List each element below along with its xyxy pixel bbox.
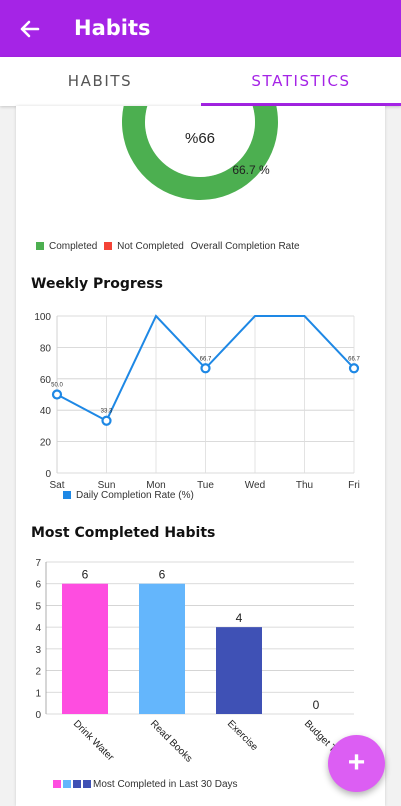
- line-point-label: 50.0: [51, 383, 63, 389]
- bar-y-tick-label: 7: [35, 558, 41, 569]
- legend-most-completed: Most Completed in Last 30 Days: [93, 779, 238, 790]
- donut-hole: [159, 106, 241, 163]
- add-habit-button[interactable]: +: [328, 735, 385, 792]
- line-x-tick-label: Fri: [348, 480, 360, 491]
- legend-swatch-habit: [83, 780, 91, 788]
- bar: [139, 583, 185, 714]
- legend-swatch-habit: [63, 780, 71, 788]
- legend-completed: Completed: [49, 241, 98, 252]
- bar-y-tick-label: 3: [35, 645, 41, 656]
- weekly-progress-chart: 0 20 40 60 80 100 Sat Sun Mon Tue Wed Thu Fri 50.0 3…: [34, 312, 360, 491]
- tab-habits[interactable]: HABITS: [67, 72, 133, 90]
- app-bar: Habits: [0, 0, 401, 57]
- weekly-progress-title: Weekly Progress: [31, 276, 163, 292]
- donut-slice-label: 66.7 %: [232, 163, 270, 177]
- line-x-tick-label: Sat: [49, 480, 64, 491]
- line-x-tick-label: Thu: [296, 480, 313, 491]
- legend-swatch-not-completed: [104, 242, 113, 250]
- line-point: [200, 363, 211, 374]
- bar: [216, 627, 262, 714]
- line-x-tick-label: Mon: [146, 480, 165, 491]
- line-x-tick-label: Wed: [245, 480, 265, 491]
- line-y-tick-label: 40: [40, 406, 52, 417]
- weekly-legend: Daily Completion Rate (%): [63, 490, 194, 501]
- line-y-tick-label: 0: [45, 469, 51, 480]
- most-completed-chart: 0 1 2 3 4 5 6 7 6 6 4 0 Drink Water Read Books Exerc…: [35, 558, 354, 765]
- tab-statistics[interactable]: STATISTICS: [251, 72, 351, 90]
- bar-y-tick-label: 6: [35, 580, 41, 591]
- back-arrow-icon[interactable]: [14, 14, 44, 44]
- donut-legend: Completed Not Completed Overall Completi…: [36, 241, 300, 252]
- line-point-label: 66.7: [348, 356, 360, 362]
- habits-legend: Most Completed in Last 30 Days: [53, 779, 238, 790]
- bar-value-label: 0: [313, 698, 320, 712]
- legend-daily-rate: Daily Completion Rate (%): [76, 490, 194, 501]
- line-point: [348, 363, 360, 374]
- line-x-tick-label: Sun: [98, 480, 116, 491]
- line-point-label: 33.3: [101, 409, 113, 415]
- line-x-ticks: Sat Sun Mon Tue Wed Thu Fri: [49, 480, 359, 491]
- bar-y-ticks: 0 1 2 3 4 5 6 7: [35, 558, 41, 721]
- bar-x-tick-label: Read Books: [148, 718, 194, 764]
- bar-value-label: 4: [236, 611, 243, 625]
- legend-swatch-habit: [73, 780, 81, 788]
- legend-swatch-daily-rate: [63, 491, 71, 499]
- bar-bars: [62, 583, 262, 714]
- donut-center-label: %66: [185, 130, 215, 147]
- tab-indicator: [201, 103, 401, 106]
- line-y-tick-label: 60: [40, 375, 52, 386]
- line-point-labels: 50.0 33.3 66.7 66.7: [51, 356, 360, 414]
- tab-bar: HABITS STATISTICS: [0, 57, 401, 106]
- legend-overall-rate: Overall Completion Rate: [190, 241, 300, 252]
- line-y-tick-label: 100: [34, 312, 51, 323]
- line-x-tick-label: Tue: [197, 480, 214, 491]
- most-completed-title: Most Completed Habits: [31, 525, 216, 541]
- bar-y-tick-label: 5: [35, 601, 41, 612]
- page-title: Habits: [74, 16, 151, 40]
- legend-swatch-habit: [53, 780, 61, 788]
- bar-y-tick-label: 4: [35, 623, 41, 634]
- bar-value-label: 6: [82, 568, 89, 582]
- donut-slice-completed: [122, 106, 278, 200]
- bar-x-tick-label: Drink Water: [71, 718, 116, 763]
- line-y-ticks: 0 20 40 60 80 100: [34, 312, 51, 480]
- bar-x-ticks: Drink Water Read Books Exercise Budget Tr: [71, 718, 341, 764]
- legend-swatches-habits: [53, 779, 93, 790]
- statistics-card[interactable]: %66 66.7 % Completed Not Completed Overa…: [16, 106, 385, 806]
- line-point: [101, 415, 112, 426]
- bar-y-tick-label: 2: [35, 667, 41, 678]
- line-grid: [56, 315, 355, 474]
- legend-swatch-completed: [36, 242, 44, 250]
- bar-value-label: 6: [159, 568, 166, 582]
- line-point-label: 66.7: [200, 356, 212, 362]
- bar-value-labels: 6 6 4 0: [82, 568, 320, 712]
- donut-chart: %66 66.7 %: [122, 106, 278, 200]
- line-point: [51, 389, 63, 400]
- legend-not-completed: Not Completed: [117, 241, 184, 252]
- bar-y-tick-label: 1: [35, 688, 41, 699]
- line-y-tick-label: 20: [40, 438, 52, 449]
- bar-x-tick-label: Exercise: [225, 718, 260, 753]
- bar-y-tick-label: 0: [35, 710, 41, 721]
- line-points: [51, 363, 360, 426]
- bar: [62, 583, 108, 714]
- line-y-tick-label: 80: [40, 343, 52, 354]
